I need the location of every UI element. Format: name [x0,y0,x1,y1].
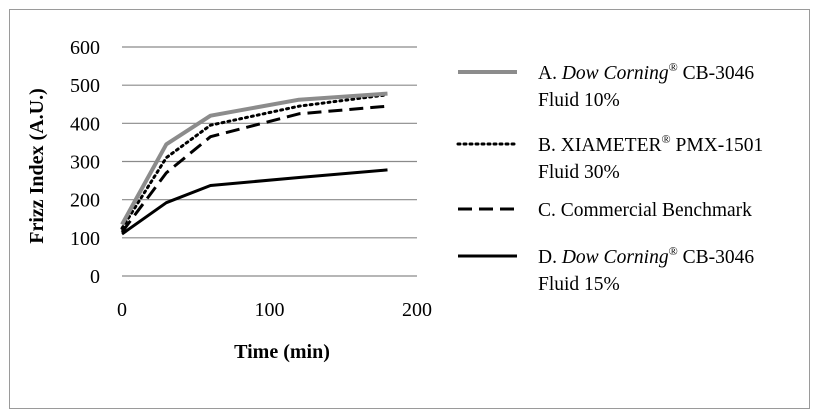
x-tick-label: 200 [402,299,432,321]
legend-label-c: C. Commercial Benchmark [538,200,752,221]
series-line-d [121,168,388,236]
legend-label-a: A. Dow Corning® CB-3046 Fluid 10% [538,60,754,111]
x-tick-label: 0 [117,299,127,321]
y-tick-labels: 0 100 200 300 400 500 600 [70,37,100,288]
y-axis-title: Frizz Index (A.U.) [26,88,48,244]
series-lines [120,91,389,236]
frizz-index-line-chart: 0 100 200 300 400 500 600 0 100 200 Time (min) F… [26,37,763,363]
legend: A. Dow Corning® CB-3046 Fluid 10% B. XIAME… [456,60,763,295]
x-axis-title: Time (min) [234,341,330,363]
y-tick-label: 500 [70,75,100,97]
legend-label-d: D. Dow Corning® CB-3046 Fluid 15% [538,244,754,295]
y-tick-label: 100 [70,228,100,250]
y-tick-label: 400 [70,113,100,135]
x-tick-labels: 0 100 200 [117,299,432,321]
y-tick-label: 300 [70,152,100,174]
series-line-b [120,93,389,230]
gridlines [122,46,417,277]
y-tick-label: 200 [70,190,100,212]
y-tick-label: 0 [90,266,100,288]
chart-frame [9,9,810,409]
x-tick-label: 100 [255,299,285,321]
y-tick-label: 600 [70,37,100,59]
legend-label-b: B. XIAMETER® PMX-1501 Fluid 30% [538,132,763,183]
series-line-c [120,104,388,233]
series-line-a [120,91,388,226]
